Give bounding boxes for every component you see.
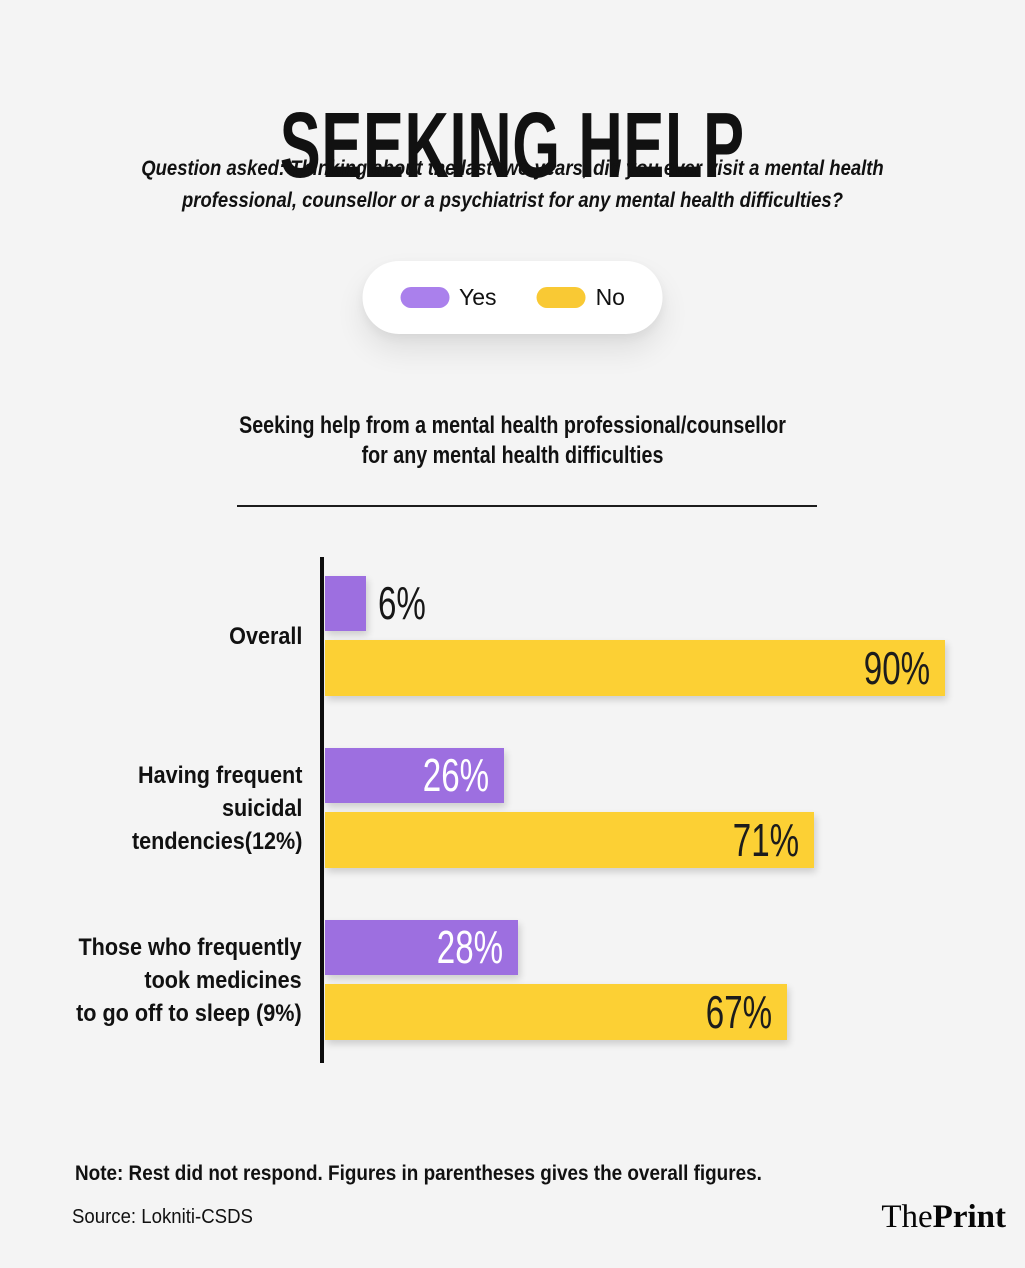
yes-swatch-icon [400,287,450,308]
no-swatch-icon [536,287,586,308]
no-value-label: 90% [863,642,930,694]
category-label-text: Overall [228,622,302,650]
legend-item-yes: Yes [400,284,497,311]
theprint-logo: ThePrint [881,1199,1006,1236]
question-line-2: professional, counsellor or a psychiatri… [182,189,843,212]
yes-bar: 28% [325,920,518,975]
chart-title-line-2: for any mental health difficulties [361,442,664,469]
page-title: SEEKING HELP [0,98,1025,193]
title-divider-line [237,505,817,507]
no-value-label: 71% [732,814,799,866]
no-bar: 71% [325,812,814,868]
chart-title: Seeking help from a mental health profes… [0,411,1025,471]
source-credit: Source: Lokniti-CSDS [72,1206,253,1228]
chart-row: Overall 6% 90% [0,576,1025,696]
no-bar: 67% [325,984,787,1040]
question-line-1: Question asked: Thinking about the last … [141,157,884,180]
question-text: Question asked: Thinking about the last … [0,153,1025,217]
category-label-text: Having frequent suicidal tendencies(12%) [131,761,302,855]
category-label-text: Those who frequently took medicines to go … [76,933,302,1027]
footnote: Note: Rest did not respond. Figures in p… [75,1162,762,1185]
legend-label-yes: Yes [459,284,497,310]
chart-row: Those who frequently took medicines to go … [0,920,1025,1040]
chart-row: Having frequent suicidal tendencies(12%) 26… [0,748,1025,868]
category-label: Having frequent suicidal tendencies(12%) [0,748,302,868]
yes-bar: 26% [325,748,504,803]
yes-value-label: 28% [436,921,503,973]
logo-print: Print [932,1199,1006,1235]
legend: Yes No [362,261,663,334]
chart-axis-line [320,557,324,1063]
yes-value-label: 26% [422,749,489,801]
no-value-label: 67% [705,986,772,1038]
page-title-text: SEEKING HELP [280,93,745,198]
chart-title-line-1: Seeking help from a mental health profes… [239,412,786,439]
legend-label-no: No [595,284,625,310]
legend-item-no: No [536,284,625,311]
logo-the: The [881,1199,933,1235]
yes-value-label: 6% [378,577,426,629]
category-label: Those who frequently took medicines to go … [0,920,302,1040]
category-label: Overall [0,576,302,696]
no-bar: 90% [325,640,945,696]
yes-bar: 6% [325,576,426,631]
